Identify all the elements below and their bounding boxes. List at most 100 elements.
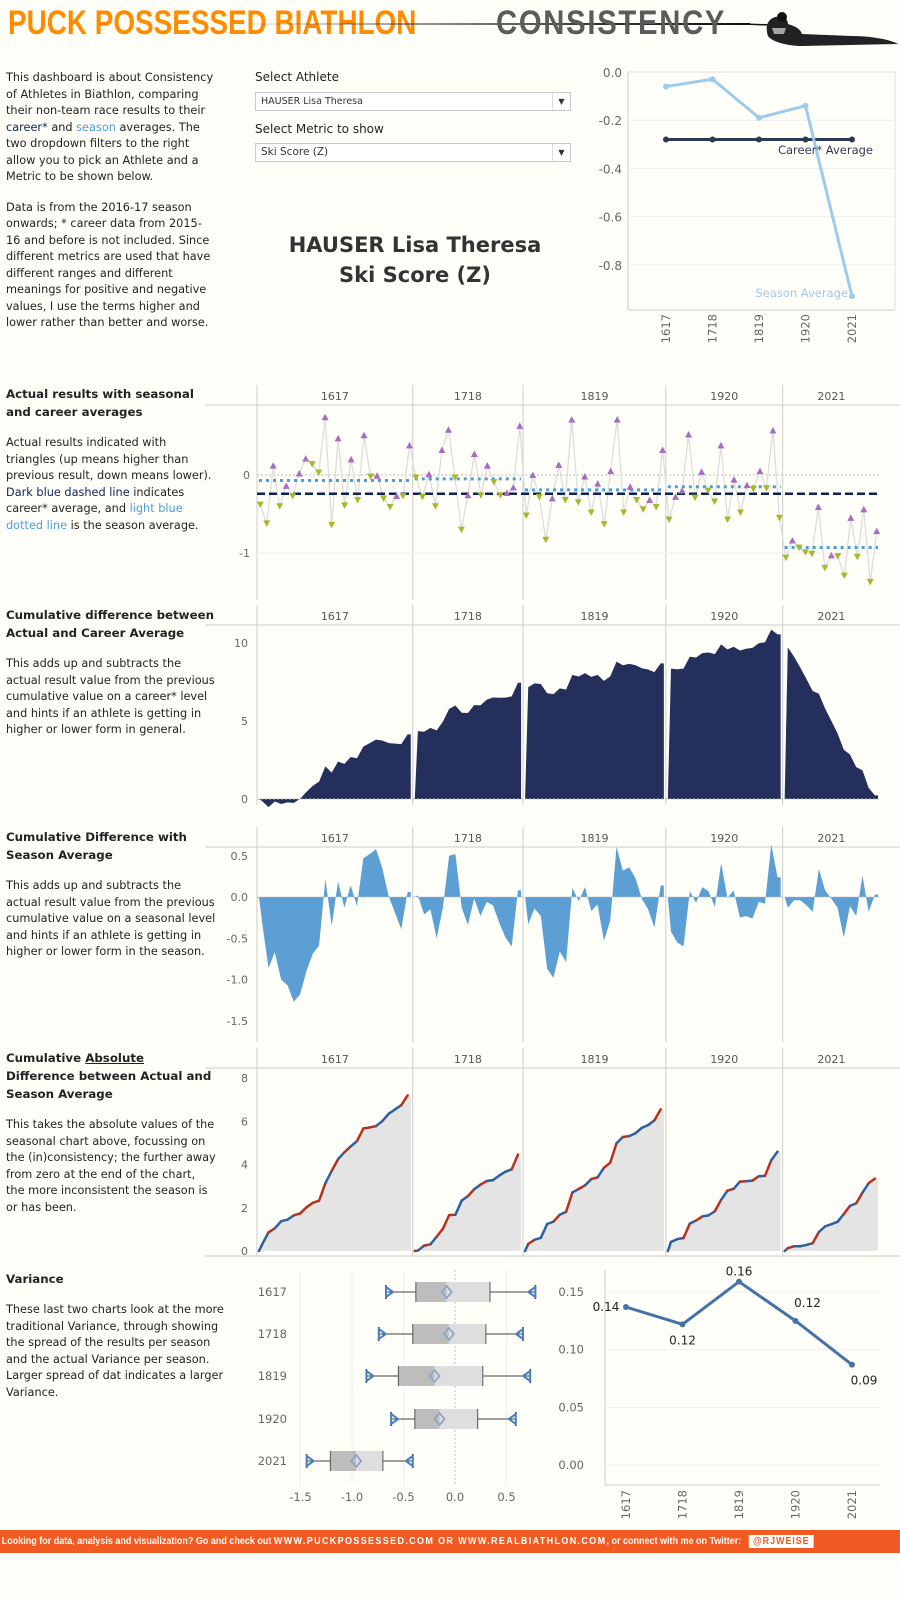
cumulative-absolute-line-segment	[435, 1227, 445, 1238]
cumulative-absolute-area	[259, 1095, 411, 1251]
season-highlight: season	[76, 120, 116, 134]
selection-title: HAUSER Lisa Theresa Ski Score (Z)	[255, 230, 575, 290]
down-triangle-marker	[418, 493, 426, 501]
cumulative-season-area	[414, 854, 522, 947]
variance-section: Variance These last two charts look at t…	[6, 1270, 231, 1401]
cumulative-absolute-line-segment	[454, 1199, 463, 1216]
up-triangle-marker	[769, 427, 777, 434]
down-triangle-marker	[762, 485, 770, 492]
season-header: 1718	[454, 390, 482, 403]
up-triangle-marker	[607, 467, 615, 475]
y-tick-label: 2	[241, 1202, 248, 1215]
season-header: 1920	[710, 610, 738, 623]
season-header: 1819	[580, 832, 608, 845]
title-text: Cumulative	[6, 1051, 86, 1065]
up-triangle-marker	[503, 489, 511, 496]
cumulative-absolute-line-segment	[583, 1177, 593, 1187]
cumulative-absolute-line-segment	[682, 1222, 692, 1240]
x-tick-label: 0.5	[497, 1490, 515, 1504]
cumulative-absolute-line-segment	[441, 1213, 451, 1231]
y-tick-label: -0.8	[599, 259, 622, 273]
x-tick-label: 1617	[619, 1490, 633, 1519]
realbiathlon-link[interactable]: WWW.REALBIATHLON.COM	[458, 1536, 607, 1547]
x-tick-label: 1920	[789, 1490, 803, 1519]
cumulative-absolute-line-segment	[564, 1191, 574, 1214]
x-tick-label: 1819	[732, 1490, 746, 1519]
cumulative-absolute-line-segment	[615, 1135, 625, 1145]
puckpossessed-link[interactable]: WWW.PUCKPOSSESSED.COM	[273, 1536, 435, 1547]
up-triangle-marker	[594, 480, 602, 487]
median-diamond-marker	[349, 1453, 363, 1469]
data-point	[756, 114, 762, 121]
x-tick-label: 1617	[659, 314, 673, 343]
max-triangle-marker	[521, 1369, 532, 1383]
section-title: Cumulative Absolute Difference between A…	[6, 1049, 216, 1103]
variance-point	[679, 1321, 686, 1328]
title-text: Difference between Actual and Season Ave…	[6, 1069, 212, 1101]
x-tick-label: 1718	[706, 314, 720, 343]
up-triangle-marker	[717, 441, 725, 449]
description-text: Actual results indicated with triangles …	[6, 436, 212, 482]
y-tick-label: 0	[243, 469, 250, 482]
x-tick-label: -1.0	[341, 1490, 363, 1504]
y-tick-label: 0.10	[558, 1343, 584, 1357]
cumulative-absolute-line-segment	[273, 1219, 283, 1230]
up-triangle-marker	[568, 416, 576, 423]
min-triangle-marker	[377, 1327, 388, 1341]
season-header: 1920	[710, 1053, 738, 1066]
cumulative-absolute-line-segment	[836, 1212, 846, 1224]
athlete-filter-label: Select Athlete	[255, 70, 339, 84]
down-triangle-marker	[736, 509, 744, 516]
down-triangle-marker	[834, 553, 842, 560]
up-triangle-marker	[321, 413, 329, 421]
variance-point	[623, 1304, 629, 1311]
cumulative-career-area	[414, 682, 522, 799]
data-point	[709, 136, 716, 143]
series-line	[665, 77, 854, 297]
y-tick-label: 8	[241, 1072, 248, 1085]
data-point	[756, 136, 762, 143]
down-triangle-marker	[587, 509, 595, 516]
median-diamond-marker	[433, 1411, 446, 1427]
description-text: is the season average.	[67, 518, 199, 532]
cumulative-absolute-line-segment	[539, 1222, 549, 1240]
cumulative-season-area	[525, 846, 664, 978]
cum-abs-section: Cumulative Absolute Difference between A…	[6, 1049, 216, 1216]
data-point	[802, 136, 809, 143]
down-triangle-marker	[542, 536, 550, 544]
cumulative-absolute-line-segment	[472, 1183, 482, 1191]
season-header: 1617	[321, 1053, 349, 1066]
cumulative-absolute-line-segment	[317, 1181, 327, 1202]
chevron-down-icon[interactable]: ▼	[552, 93, 570, 110]
down-triangle-marker	[451, 474, 459, 481]
down-triangle-marker	[535, 493, 543, 501]
box-lower	[412, 1324, 449, 1344]
up-triangle-marker	[581, 473, 589, 480]
footer-text: , or connect with me on Twitter:	[606, 1536, 742, 1547]
dark-blue-highlight: Dark blue dashed line	[6, 485, 130, 499]
cumulative-absolute-line-segment	[416, 1244, 426, 1252]
intro-text: and	[47, 120, 77, 134]
section-description: This adds up and subtracts the actual re…	[6, 657, 215, 736]
median-diamond-marker	[440, 1284, 453, 1300]
chevron-down-icon[interactable]: ▼	[552, 144, 570, 161]
down-triangle-marker	[665, 516, 673, 523]
max-triangle-marker	[507, 1412, 517, 1426]
career-highlight: career*	[6, 120, 48, 134]
down-triangle-marker	[639, 506, 647, 513]
down-triangle-marker	[801, 549, 809, 556]
down-triangle-marker	[711, 498, 719, 506]
cumulative-absolute-area	[667, 1151, 781, 1251]
up-triangle-marker	[659, 446, 667, 454]
y-tick-label: 0.00	[558, 1458, 584, 1472]
y-tick-label: 0.5	[231, 850, 249, 863]
season-average-label: Season Average	[755, 286, 848, 300]
cumulative-absolute-line-segment	[666, 1240, 673, 1253]
cumulative-absolute-line-segment	[602, 1161, 612, 1170]
twitter-handle-link[interactable]: @RJWEISE	[748, 1535, 814, 1548]
athlete-dropdown[interactable]: HAUSER Lisa Theresa ▼	[255, 92, 571, 111]
metric-dropdown[interactable]: Ski Score (Z) ▼	[255, 143, 571, 162]
up-triangle-marker	[406, 441, 414, 449]
cumulative-absolute-line-segment	[552, 1213, 562, 1223]
box-lower	[414, 1409, 440, 1429]
